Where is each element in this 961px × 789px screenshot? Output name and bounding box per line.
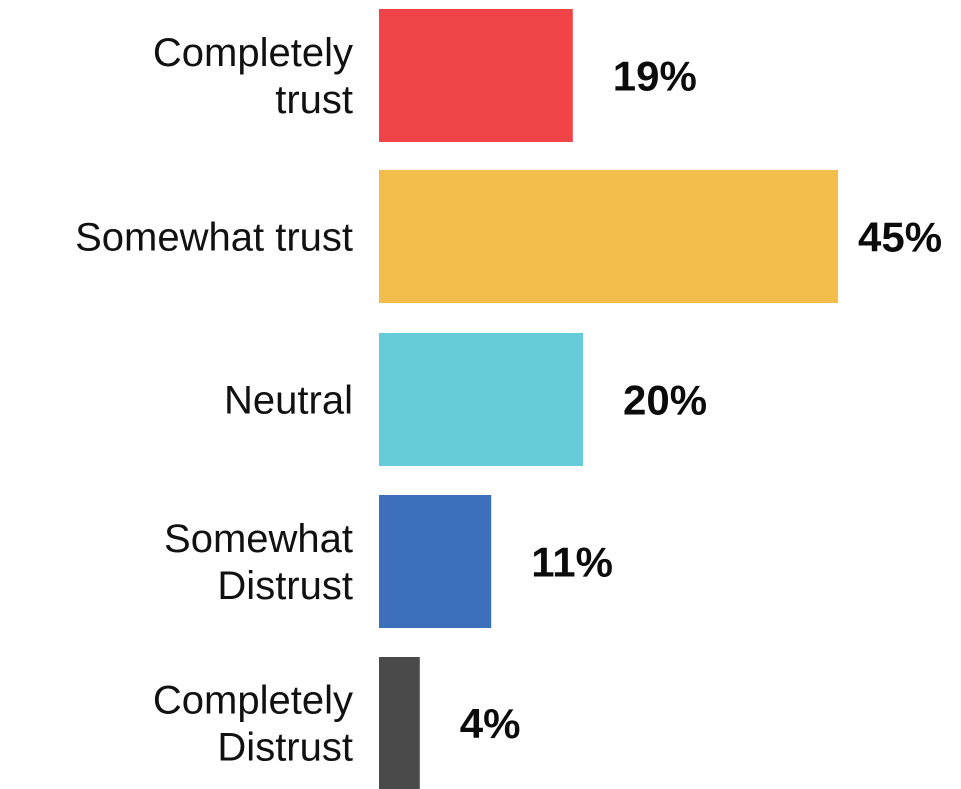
value-label: 11% [531, 539, 613, 586]
bars-group [379, 9, 838, 789]
category-label-line: Distrust [217, 726, 353, 770]
bar [379, 495, 492, 628]
value-label: 20% [623, 377, 707, 424]
value-labels-group: 19% 45% 20% 11% 4% [460, 53, 942, 748]
value-label: 19% [613, 53, 697, 100]
category-label-line: Distrust [217, 564, 353, 608]
category-label: Completely trust [153, 31, 353, 122]
category-label-line: Somewhat [164, 517, 353, 561]
value-label: 4% [460, 700, 521, 747]
category-label: Somewhat Distrust [164, 517, 353, 608]
bar [379, 657, 420, 789]
value-label: 45% [858, 214, 942, 261]
category-label-line: Neutral [224, 379, 353, 423]
bar [379, 333, 583, 466]
category-label: Completely Distrust [153, 679, 353, 770]
category-label-line: Completely [153, 679, 353, 723]
category-label: Somewhat trust [75, 216, 353, 260]
bar [379, 9, 573, 142]
bar [379, 170, 838, 303]
category-label-line: Completely [153, 31, 353, 75]
category-label: Neutral [224, 379, 353, 423]
category-label-line: Somewhat trust [75, 216, 353, 260]
category-label-line: trust [275, 78, 353, 122]
